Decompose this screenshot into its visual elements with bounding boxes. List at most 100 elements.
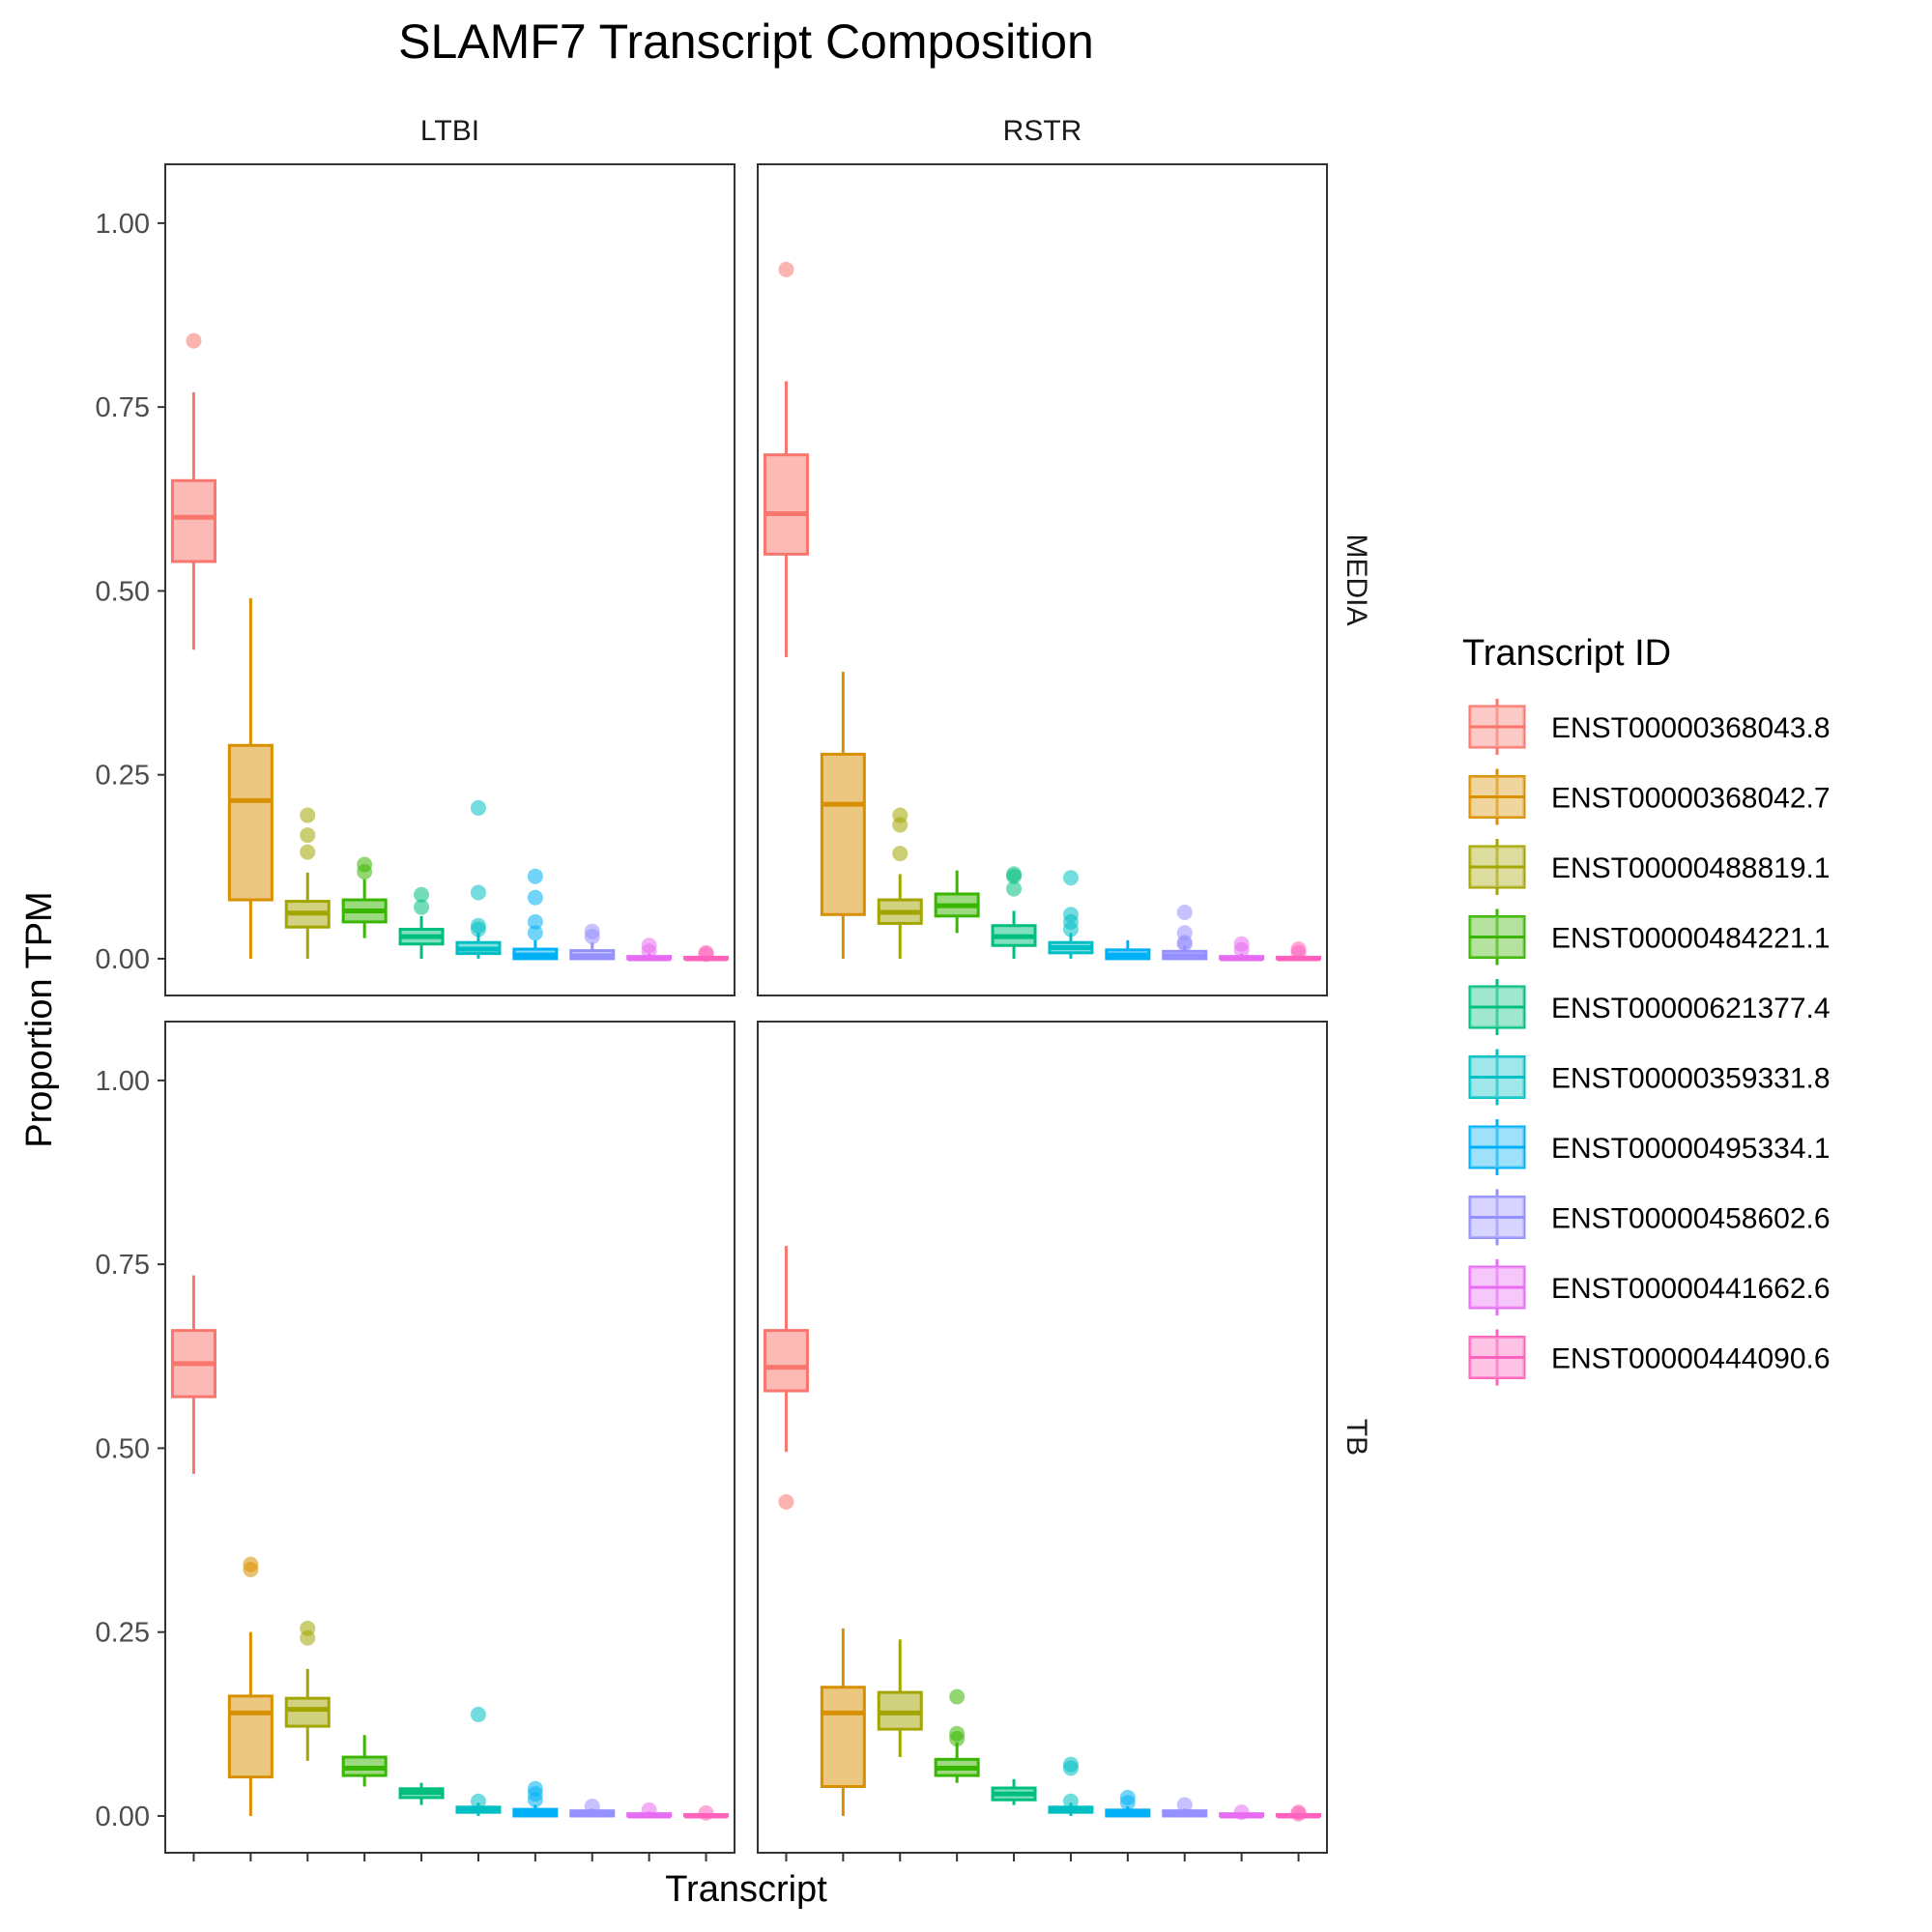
box <box>820 1686 866 1789</box>
y-tick-label: 1.00 <box>96 209 150 240</box>
outlier-point <box>1176 1797 1193 1813</box>
box <box>763 1329 809 1393</box>
outlier-point <box>641 1802 657 1818</box>
y-tick-label: 0.00 <box>96 1802 150 1832</box>
outlier-point <box>949 1688 966 1705</box>
y-tick-label: 0.00 <box>96 944 150 975</box>
outlier-point <box>1062 870 1079 886</box>
box <box>284 1696 331 1728</box>
outlier-point <box>1062 921 1079 937</box>
outlier-point <box>1006 868 1023 884</box>
panel-tb-rstr <box>757 1021 1328 1854</box>
facet-label-tb: TB <box>1341 1419 1372 1456</box>
outlier-point <box>1233 941 1250 958</box>
outlier-point <box>470 921 486 937</box>
panel-border <box>164 163 735 996</box>
outlier-point <box>778 1493 794 1510</box>
outlier-point <box>892 846 908 862</box>
outlier-point <box>470 1793 486 1809</box>
panel-media-rstr <box>757 163 1328 996</box>
facet-label-ltbi: LTBI <box>420 115 479 147</box>
facet-label-rstr: RSTR <box>1003 115 1082 147</box>
outlier-point <box>1290 1805 1307 1822</box>
outlier-point <box>1119 1795 1136 1811</box>
outlier-point <box>300 807 316 823</box>
outlier-point <box>698 1804 714 1821</box>
legend-item: ENST00000484221.1 <box>1468 908 1831 966</box>
outlier-point <box>527 1792 543 1808</box>
box <box>170 478 216 563</box>
panel-media-ltbi <box>164 163 735 996</box>
outlier-point <box>300 1629 316 1646</box>
outlier-point <box>1290 944 1307 961</box>
outlier-point <box>1062 1793 1079 1809</box>
outlier-point <box>470 799 486 816</box>
legend-item: ENST00000621377.4 <box>1468 979 1831 1035</box>
outlier-point <box>527 913 543 930</box>
legend-label: ENST00000441662.6 <box>1551 1273 1831 1305</box>
outlier-point <box>1233 1804 1250 1821</box>
outlier-point <box>300 827 316 844</box>
outlier-point <box>1176 936 1193 952</box>
legend-label: ENST00000458602.6 <box>1551 1203 1831 1235</box>
y-tick-label: 0.75 <box>96 392 150 423</box>
y-tick-label: 0.25 <box>96 1618 150 1649</box>
legend-label: ENST00000495334.1 <box>1551 1133 1831 1165</box>
outlier-point <box>470 884 486 901</box>
y-tick-label: 0.50 <box>96 1433 150 1464</box>
outlier-point <box>698 946 714 963</box>
y-axis-label: Proportion TPM <box>19 891 60 1147</box>
legend-item: ENST00000441662.6 <box>1468 1259 1831 1315</box>
outlier-point <box>357 864 373 880</box>
legend-item: ENST00000368042.7 <box>1468 768 1831 825</box>
chart-title: SLAMF7 Transcript Composition <box>398 14 1094 69</box>
outlier-point <box>892 817 908 833</box>
outlier-point <box>470 1706 486 1722</box>
outlier-point <box>527 925 543 941</box>
legend-label: ENST00000368043.8 <box>1551 712 1831 744</box>
outlier-point <box>641 943 657 960</box>
legend-item: ENST00000368043.8 <box>1468 699 1831 755</box>
legend-item: ENST00000359331.8 <box>1468 1049 1831 1106</box>
outlier-point <box>414 886 430 903</box>
legend-label: ENST00000368042.7 <box>1551 783 1831 815</box>
outlier-point <box>186 332 202 349</box>
y-tick-label: 0.50 <box>96 576 150 607</box>
outlier-point <box>1006 880 1023 897</box>
box <box>763 453 809 556</box>
y-tick-label: 1.00 <box>96 1066 150 1097</box>
outlier-point <box>1176 905 1193 920</box>
legend-label: ENST00000359331.8 <box>1551 1063 1831 1095</box>
panel-border <box>757 1021 1328 1854</box>
y-tick-label: 0.75 <box>96 1250 150 1281</box>
legend-label: ENST00000444090.6 <box>1551 1343 1831 1375</box>
outlier-point <box>584 929 600 945</box>
legend: Transcript ID ENST00000368043.8 ENST00000… <box>1462 633 1831 1386</box>
panel-border <box>757 163 1328 996</box>
outlier-point <box>243 1561 259 1577</box>
legend-label: ENST00000484221.1 <box>1551 923 1831 955</box>
legend-item: ENST00000444090.6 <box>1468 1329 1831 1386</box>
outlier-point <box>1062 1760 1079 1776</box>
legend-title: Transcript ID <box>1462 633 1671 674</box>
outlier-point <box>527 889 543 906</box>
outlier-point <box>527 868 543 884</box>
outlier-point <box>584 1799 600 1815</box>
box <box>227 743 274 902</box>
outlier-point <box>949 1731 966 1747</box>
legend-item: ENST00000495334.1 <box>1468 1119 1831 1175</box>
outlier-point <box>414 899 430 915</box>
panel-border <box>164 1021 735 1854</box>
outlier-point <box>300 844 316 860</box>
legend-label: ENST00000621377.4 <box>1551 993 1831 1024</box>
box <box>227 1694 274 1779</box>
facet-label-media: MEDIA <box>1341 533 1372 625</box>
y-tick-label: 0.25 <box>96 761 150 792</box>
panels: LTBI RSTR MEDIA TB 0.00 0.25 0.50 0.75 1.00 0.00 0… <box>96 115 1372 1861</box>
legend-label: ENST00000488819.1 <box>1551 852 1831 884</box>
x-axis-label: Transcript <box>665 1869 827 1910</box>
box <box>820 752 866 916</box>
legend-item: ENST00000488819.1 <box>1468 839 1831 895</box>
